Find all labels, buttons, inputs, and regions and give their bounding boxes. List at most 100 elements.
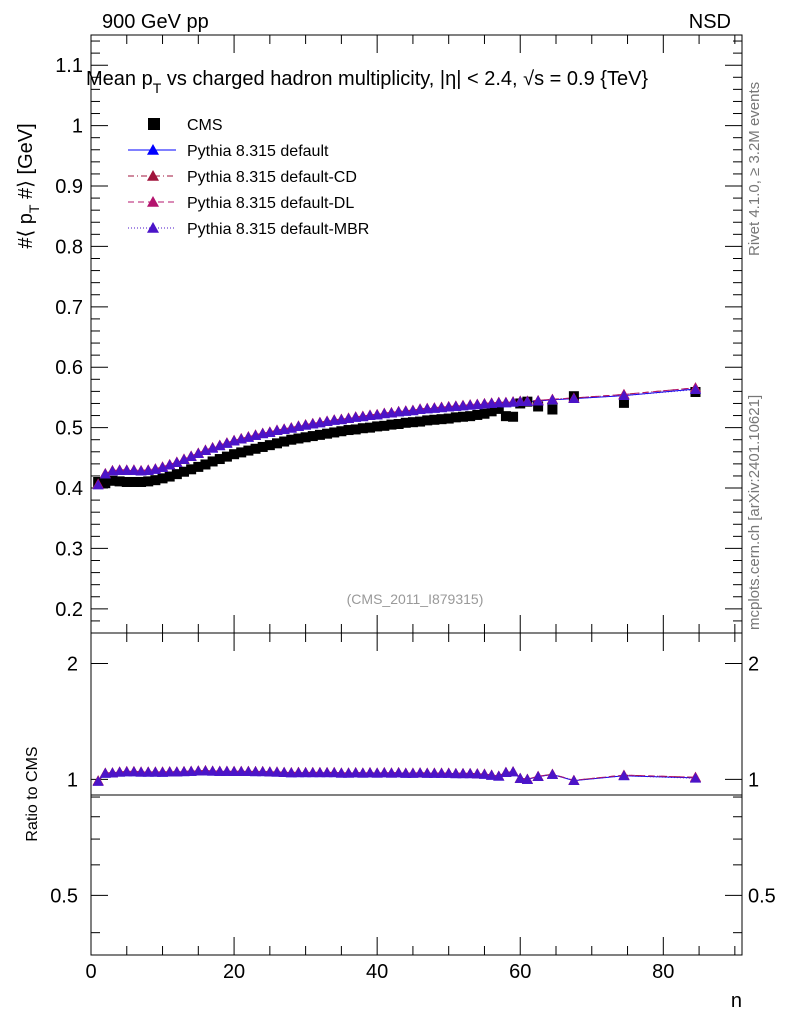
x-tick-label: 80 <box>652 961 674 983</box>
ratio-point-4 <box>149 766 161 777</box>
ratio-point-4 <box>285 767 297 778</box>
data-markers <box>92 382 701 786</box>
ratio-y-tick-label: 2 <box>67 653 78 675</box>
cms-data-point <box>243 445 254 456</box>
ratio-plot-frame <box>90 632 743 956</box>
legend-label: Pythia 8.315 default-DL <box>187 195 354 212</box>
mc-data-point-4 <box>114 465 126 475</box>
cms-data-point <box>618 397 629 408</box>
mc-data-point-4 <box>92 479 104 490</box>
mc-data-point-4 <box>521 396 533 407</box>
cms-data-point <box>372 421 383 432</box>
mc-data-point-4 <box>192 448 204 458</box>
side-label-rivet: Rivet 4.1.0, ≥ 3.2M events <box>746 81 763 256</box>
main-y-tick-label: 0.8 <box>55 236 83 258</box>
cms-data-point <box>164 471 175 482</box>
header-right: NSD <box>689 11 731 33</box>
ratio-point-4 <box>178 766 190 777</box>
main-y-tick-label: 0.5 <box>55 418 83 440</box>
ratio-point-4 <box>478 768 490 779</box>
cms-data-point <box>250 443 261 454</box>
header-left: 900 GeV pp <box>102 11 209 33</box>
ratio-point-4 <box>214 765 226 776</box>
cms-data-point <box>186 464 197 475</box>
ratio-point-4 <box>690 772 701 783</box>
cms-data-point <box>365 422 375 433</box>
ratio-point-4 <box>436 767 448 778</box>
cms-data-point <box>458 411 468 422</box>
mc-data-point-4 <box>171 457 183 468</box>
ratio-point-4 <box>135 766 147 777</box>
ratio-point-4 <box>428 767 440 778</box>
mc-data-point-4 <box>493 397 505 408</box>
model-curves <box>97 387 696 782</box>
ratio-point-4 <box>400 767 412 778</box>
main-y-tick-label: 0.6 <box>55 357 83 379</box>
mc-data-point-4 <box>128 465 140 475</box>
cms-data-point <box>508 411 519 422</box>
x-tick-label: 60 <box>509 961 531 983</box>
ratio-point-4 <box>464 768 476 779</box>
ratio-point-4 <box>450 768 462 779</box>
mc-data-point-4 <box>514 396 526 407</box>
cms-data-point <box>336 426 347 437</box>
cms-data-point <box>107 475 118 486</box>
ratio-point-4 <box>328 767 340 778</box>
cms-data-point <box>236 447 247 458</box>
ratio-point-4 <box>364 767 376 778</box>
ratio-point-4 <box>407 767 419 778</box>
cms-data-point <box>357 423 368 434</box>
ratio-point-4 <box>300 767 312 778</box>
cms-data-point <box>257 441 268 452</box>
legend-marker <box>147 222 159 233</box>
ratio-point-4 <box>257 766 269 777</box>
ratio-point-4 <box>307 767 319 778</box>
ratio-point-4 <box>171 766 183 777</box>
ratio-y-tick-label: 1 <box>67 769 78 791</box>
ratio-point-4 <box>343 767 355 778</box>
cms-data-point <box>229 449 240 460</box>
cms-data-point <box>143 476 154 487</box>
main-y-tick-label: 0.2 <box>55 599 83 621</box>
ratio-point-4 <box>493 770 505 781</box>
ratio-point-4 <box>228 766 240 776</box>
ratio-point-4 <box>199 765 211 776</box>
legend-marker <box>147 144 159 155</box>
ratio-point-4 <box>414 767 426 778</box>
ratio-point-4 <box>618 770 630 781</box>
main-y-tick-label: 0.4 <box>55 478 83 500</box>
cms-data-point <box>493 403 504 414</box>
ratio-y-tick-label-right: 2 <box>748 653 759 675</box>
cms-data-point <box>422 415 433 426</box>
ratio-point-4 <box>128 766 140 777</box>
legend-label: Pythia 8.315 default <box>187 143 329 160</box>
mc-data-point-4 <box>532 395 544 406</box>
cms-data-point <box>150 475 161 486</box>
cms-data-point <box>221 451 232 462</box>
ratio-y-tick-label-right: 0.5 <box>748 885 776 907</box>
cms-data-point <box>450 412 461 423</box>
cms-data-point <box>329 427 340 438</box>
ratio-point-4 <box>457 768 469 779</box>
ratio-point-4 <box>546 768 558 779</box>
watermark: (CMS_2011_I879315) <box>347 591 484 607</box>
mc-data-point-4 <box>99 468 111 479</box>
ratio-point-4 <box>507 766 519 777</box>
ratio-point-4 <box>321 767 333 778</box>
legend-label: Pythia 8.315 default-MBR <box>187 221 369 238</box>
side-label-mcplots: mcplots.cern.ch [arXiv:2401.10621] <box>746 394 763 630</box>
plot-title-subscript: T <box>153 80 162 96</box>
cms-data-point <box>193 461 204 472</box>
legend: CMS Pythia 8.315 default Pythia 8.315 defa… <box>128 117 369 238</box>
plot-title: Mean pT vs charged hadron multiplicity, … <box>86 68 648 96</box>
ratio-point-4 <box>532 771 544 782</box>
cms-data-point <box>386 419 397 430</box>
ratio-point-4 <box>393 767 405 778</box>
ratio-point-4 <box>142 766 154 777</box>
cms-data-point <box>443 413 454 424</box>
ratio-point-4 <box>314 767 326 778</box>
mc-data-point-4 <box>618 390 630 401</box>
ratio-axis-ticks: 0 20 40 60 80 0.5 0.5 1 1 2 2 <box>50 633 776 983</box>
legend-label: CMS <box>187 117 223 134</box>
ratio-point-4 <box>121 766 133 777</box>
